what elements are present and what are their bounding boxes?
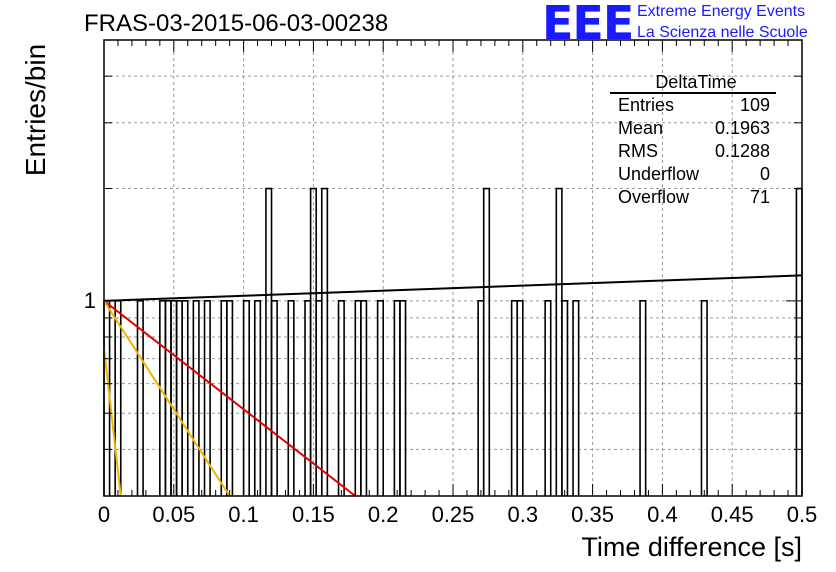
histogram-bar: [304, 300, 312, 496]
histogram-bar: [376, 300, 384, 496]
histogram-bar: [360, 300, 368, 496]
stats-row-entries: Entries 109: [610, 94, 776, 117]
histogram-bar: [136, 300, 144, 496]
stats-key: Underflow: [618, 164, 700, 184]
histogram-bar: [510, 300, 519, 496]
stats-title: DeltaTime: [655, 72, 737, 92]
histogram-bar: [700, 300, 708, 496]
x-tick-label: 0.2: [367, 502, 399, 527]
stats-key: Entries: [618, 95, 675, 115]
histogram-bar: [393, 300, 401, 496]
stats-value: 0.1288: [714, 141, 770, 161]
eee-logo: EEE: [542, 0, 634, 50]
grid-lines: [104, 40, 802, 497]
histogram-bar: [639, 300, 647, 496]
histogram-bar: [253, 300, 262, 496]
x-tick-label: 0.45: [710, 502, 754, 527]
stats-row-underflow: Underflow 0: [610, 163, 776, 186]
stats-key: RMS: [618, 141, 658, 161]
fit-lines: [103, 274, 803, 497]
x-tick-label: 0.35: [571, 502, 615, 527]
plot-title: FRAS-03-2015-06-03-00238: [84, 10, 389, 37]
histogram-bar: [354, 300, 362, 496]
logo-line-1: Extreme Energy Events: [637, 3, 806, 20]
histogram-bar: [265, 187, 273, 496]
y-tick-label: 1: [83, 287, 96, 313]
histogram-bar: [399, 300, 407, 496]
fit-line: [103, 300, 231, 497]
x-tick-label: 0.3: [507, 502, 539, 527]
histogram-bar: [516, 300, 524, 496]
x-tick-label: 0.05: [152, 502, 196, 527]
fit-line: [103, 347, 122, 497]
histogram-bar: [544, 300, 552, 496]
logo-line-2: La Scienza nelle Scuole: [637, 24, 808, 41]
histogram-bar: [477, 300, 485, 496]
y-axis-label: Entries/bin: [20, 43, 51, 177]
histogram-bar: [287, 300, 295, 496]
histogram-bar: [320, 187, 329, 496]
stats-box: DeltaTime Entries 109 Mean 0.1963 RMS 0.…: [610, 72, 776, 209]
stats-value: 0.1963: [714, 118, 770, 138]
histogram-bar: [175, 300, 183, 496]
histogram-bar: [220, 300, 228, 496]
x-tick-label: 0.25: [431, 502, 475, 527]
stats-key: Overflow: [618, 187, 690, 207]
fit-line: [103, 300, 356, 497]
histogram-bar: [795, 187, 803, 496]
stats-row-overflow: Overflow 71: [610, 186, 776, 209]
histogram-bar: [159, 300, 167, 496]
histogram-bar: [337, 300, 345, 496]
histogram-bar: [555, 187, 563, 496]
histogram-bar: [203, 300, 211, 496]
histogram-bar: [561, 300, 569, 496]
stats-value: 0: [759, 164, 770, 184]
fit-line: [103, 274, 803, 302]
x-tick-label: 0.4: [647, 502, 678, 527]
stats-row-mean: Mean 0.1963: [610, 117, 776, 140]
stats-row-rms: RMS 0.1288: [610, 140, 776, 163]
x-tick-label: 0.15: [291, 502, 335, 527]
axis-ticks: [103, 40, 803, 497]
histogram-bar: [226, 300, 234, 496]
x-axis-label: Time difference [s]: [581, 532, 802, 562]
x-tick-label: 0: [97, 502, 111, 527]
stats-divider: [610, 92, 776, 94]
stats-key: Mean: [618, 118, 664, 138]
histogram-bar: [572, 300, 580, 496]
stats-value: 109: [739, 95, 770, 115]
stats-value: 71: [749, 187, 770, 207]
x-tick-label: 0.1: [228, 502, 259, 527]
histogram-bar: [181, 300, 189, 496]
x-tick-label: 0.5: [786, 502, 818, 527]
histogram-bar: [192, 300, 200, 496]
histogram-bar: [270, 300, 278, 496]
histogram-bar: [242, 300, 250, 496]
histogram-bar: [482, 187, 491, 496]
